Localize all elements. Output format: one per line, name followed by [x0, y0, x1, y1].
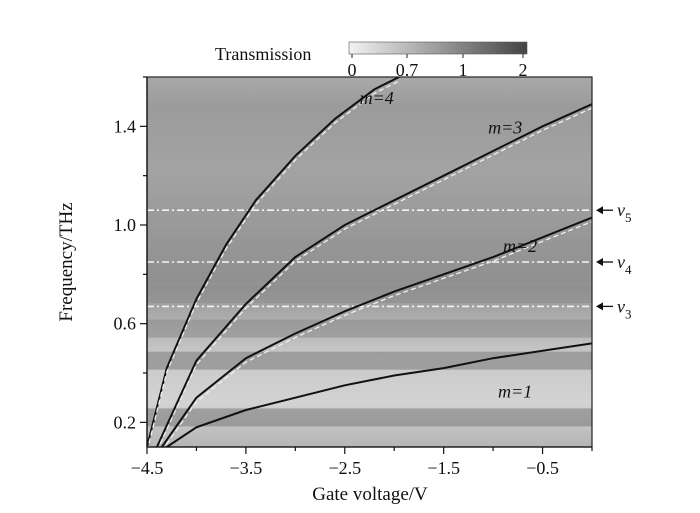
- heatmap-band: [147, 408, 592, 427]
- y-axis-label: Frequency/THz: [56, 202, 77, 321]
- mode-label-5: ν5: [617, 200, 632, 225]
- plasmon-curve-m2: [160, 216, 592, 447]
- heatmap-area: [147, 77, 592, 447]
- y-tick-label: 0.6: [114, 314, 137, 334]
- curve-label-m3: m=3: [488, 118, 522, 138]
- mode-arrowhead: [596, 302, 603, 311]
- x-axis-label: Gate voltage/V: [312, 484, 428, 505]
- y-tick-label: 1.0: [114, 215, 137, 235]
- heatmap-band: [147, 319, 592, 338]
- colorbar-tick-label: 1: [459, 60, 468, 80]
- plasmon-curve-m4: [147, 77, 400, 447]
- mode-label-3: ν3: [617, 296, 632, 321]
- curve-label-m2: m=2: [503, 236, 537, 256]
- curve-label-m1: m=1: [498, 382, 532, 402]
- colorbar-tick-label: 2: [519, 60, 528, 80]
- colorbar-tick-label: 0: [348, 60, 357, 80]
- heatmap-band: [147, 238, 592, 257]
- colorbar-ticks: 0 0.7 1 2: [348, 54, 528, 80]
- colorbar-tick-label: 0.7: [396, 60, 419, 80]
- heatmap-band: [147, 285, 592, 304]
- coupled-mode-curve-m2: [163, 220, 592, 447]
- x-tick-label: −3.5: [230, 458, 263, 478]
- plasmon-curve-m1: [166, 342, 592, 447]
- mode-label-4: ν4: [617, 252, 632, 277]
- y-tick-label: 0.2: [114, 412, 137, 432]
- y-tick-label: 1.4: [114, 116, 137, 136]
- x-tick-label: −2.5: [328, 458, 361, 478]
- x-tick-label: −0.5: [526, 458, 559, 478]
- coupled-mode-curve-m3: [158, 107, 592, 447]
- curve-label-m4: m=4: [360, 88, 394, 108]
- x-tick-label: −1.5: [427, 458, 460, 478]
- plasmon-curve-m3: [155, 103, 592, 447]
- colorbar: [348, 41, 528, 55]
- mode-arrowhead: [596, 206, 603, 215]
- coupled-mode-curve-m4: [147, 80, 400, 447]
- mode-arrowhead: [596, 258, 603, 266]
- x-tick-label: −4.5: [131, 458, 164, 478]
- colorbar-title: Transmission: [215, 44, 311, 64]
